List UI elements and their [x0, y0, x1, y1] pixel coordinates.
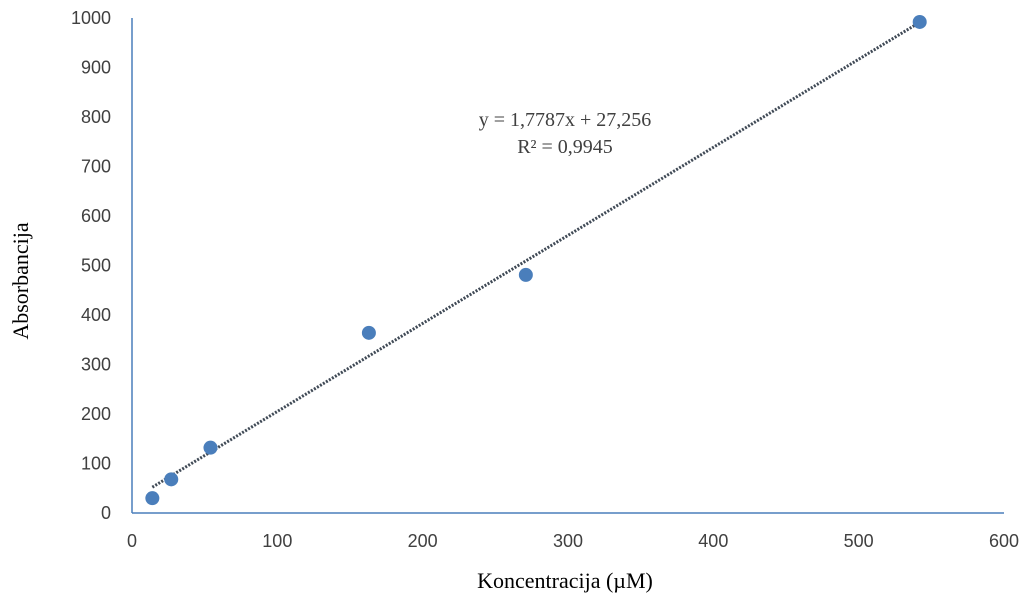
x-tick-label: 600 [989, 531, 1019, 551]
y-axis-title: Absorbancija [8, 222, 33, 340]
x-tick-label: 200 [408, 531, 438, 551]
data-point [361, 325, 376, 340]
data-point [164, 472, 179, 487]
y-tick-label: 1000 [71, 8, 111, 28]
trendline-equation: y = 1,7787x + 27,256 [479, 109, 652, 131]
axes [131, 18, 1004, 514]
y-tick-label: 200 [81, 404, 111, 424]
x-tick-label: 0 [127, 531, 137, 551]
data-point [912, 14, 927, 29]
x-tick-labels: 0 100 200 300 400 500 600 [127, 531, 1019, 551]
data-point [145, 491, 160, 506]
x-tick-label: 300 [553, 531, 583, 551]
x-tick-label: 100 [262, 531, 292, 551]
y-tick-labels: 0 100 200 300 400 500 600 700 800 900 1000 [71, 8, 111, 523]
y-tick-label: 500 [81, 256, 111, 276]
x-tick-label: 400 [698, 531, 728, 551]
trendline-group [151, 21, 921, 489]
y-tick-label: 900 [81, 58, 111, 78]
y-tick-label: 700 [81, 157, 111, 177]
y-tick-label: 400 [81, 305, 111, 325]
data-point [518, 267, 533, 282]
y-tick-label: 0 [101, 503, 111, 523]
trendline-r-squared: R² = 0,9945 [517, 136, 613, 158]
y-tick-label: 600 [81, 206, 111, 226]
x-axis-title: Koncentracija (µM) [477, 568, 653, 593]
y-tick-label: 800 [81, 107, 111, 127]
linear-trendline [151, 21, 921, 489]
data-points [145, 14, 927, 506]
data-point [203, 440, 218, 455]
y-tick-label: 100 [81, 454, 111, 474]
x-tick-label: 500 [844, 531, 874, 551]
y-tick-label: 300 [81, 355, 111, 375]
